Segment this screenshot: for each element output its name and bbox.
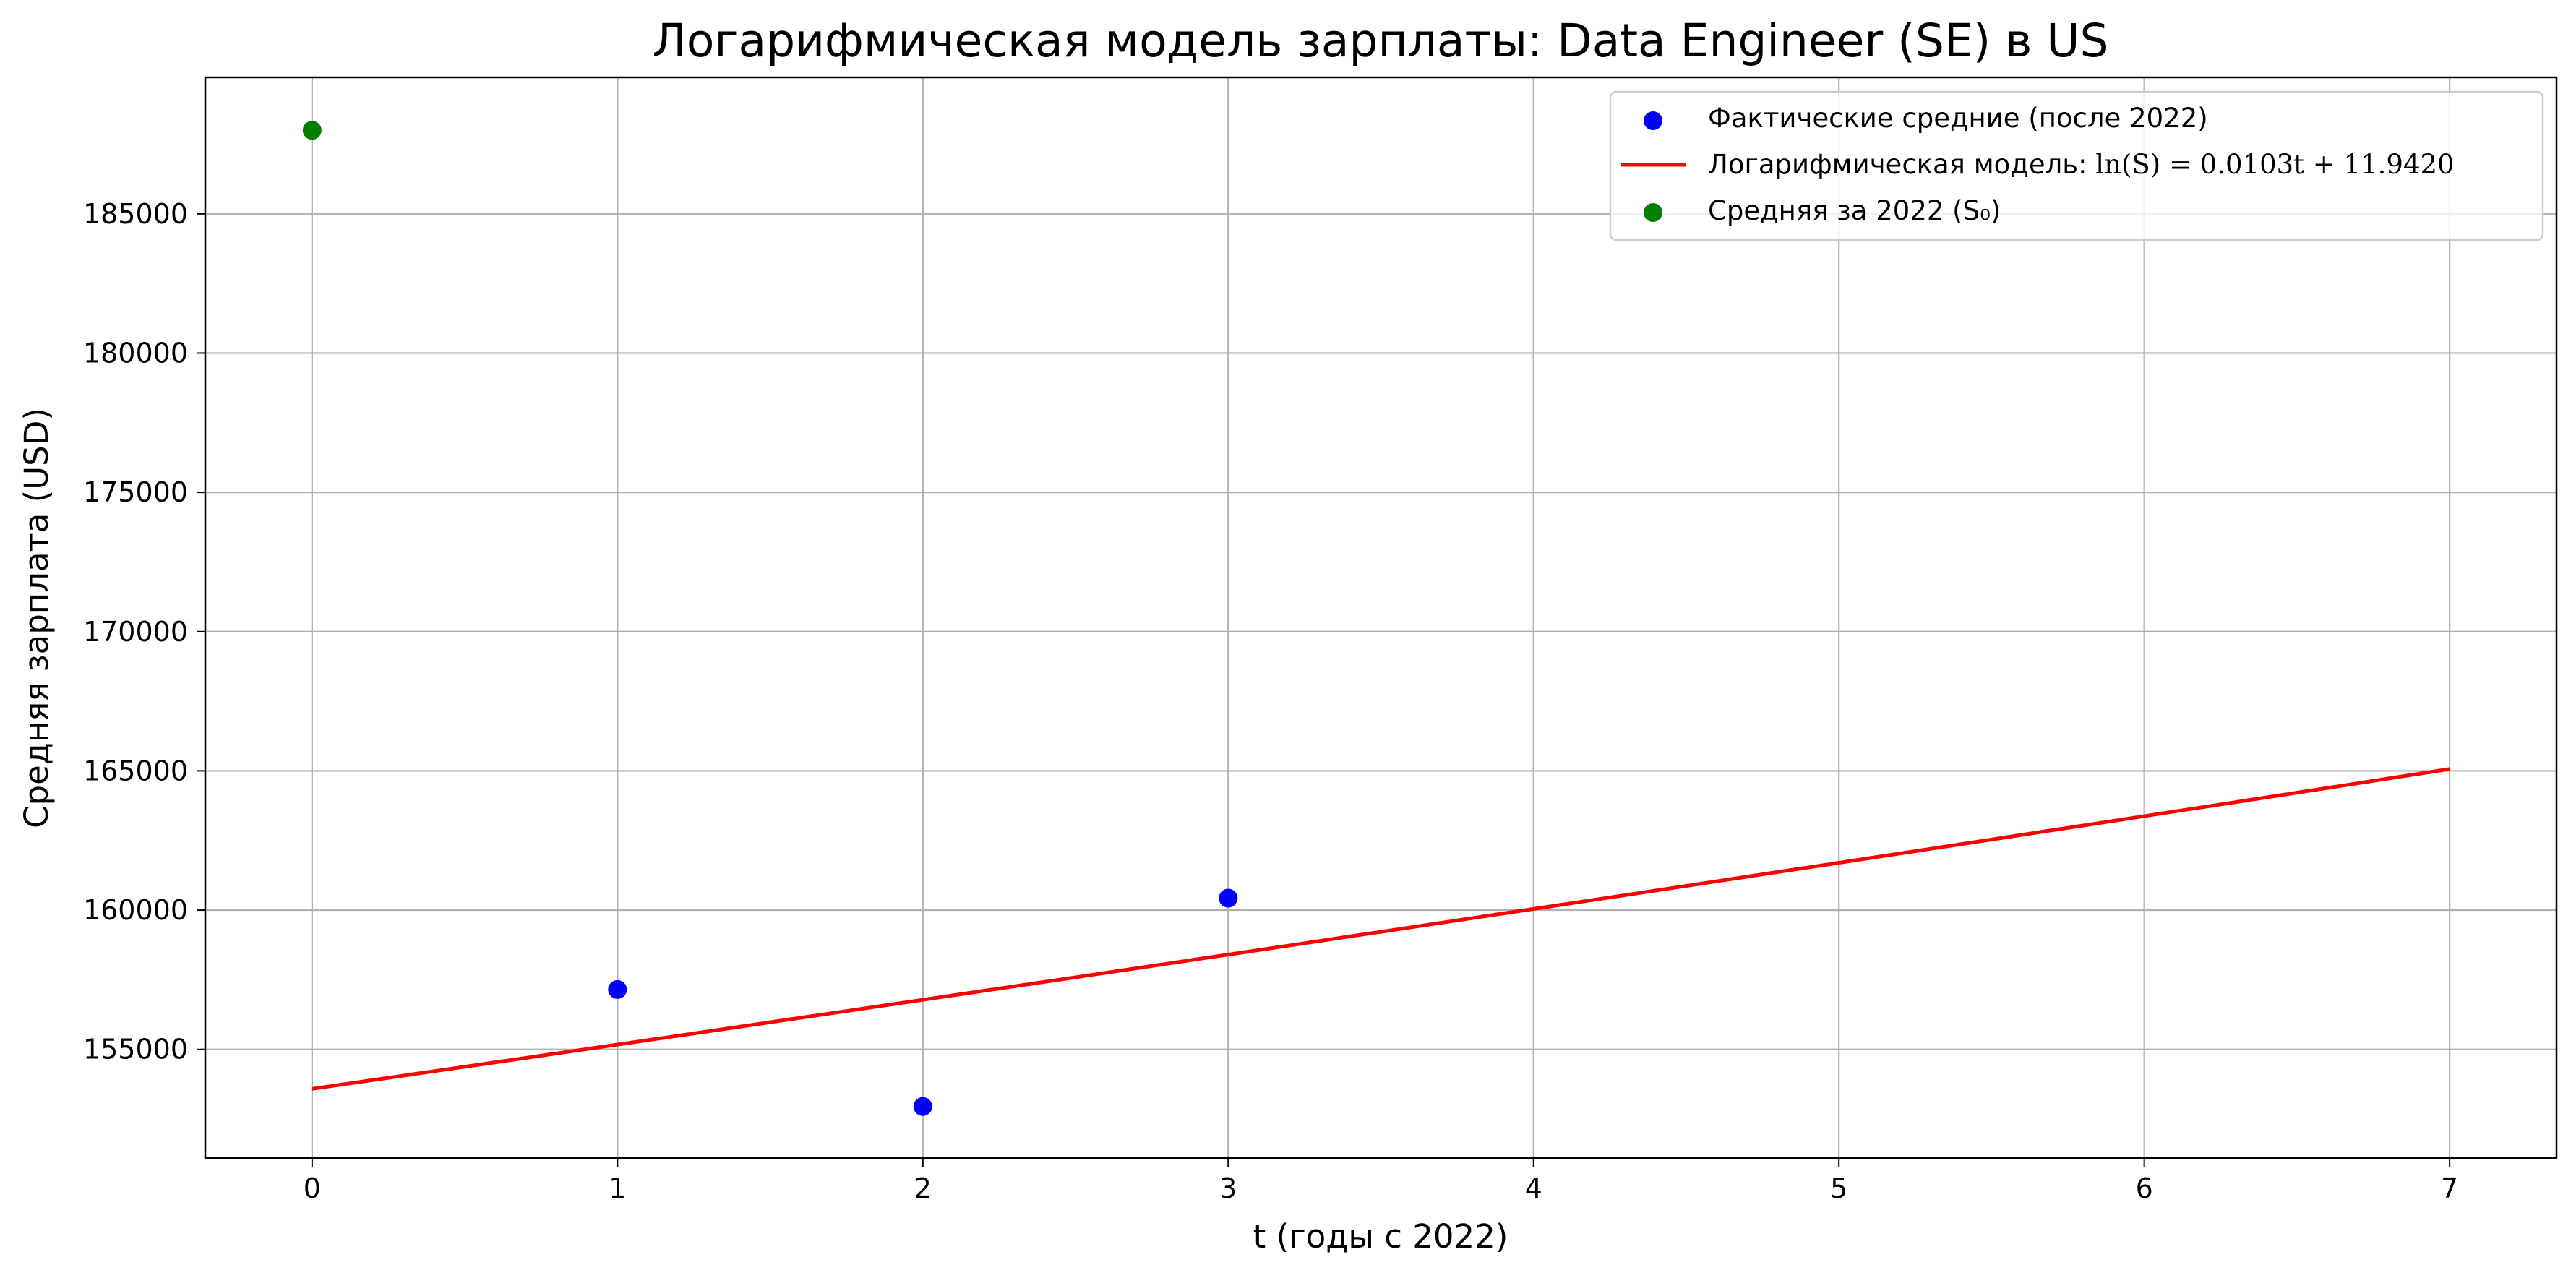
y-axis-label: Средняя зарплата (USD) — [17, 408, 56, 828]
actual-mean-point — [913, 1097, 932, 1116]
x-tick-label: 2 — [914, 1172, 932, 1204]
y-tick-label: 160000 — [83, 894, 188, 926]
y-tick-label: 155000 — [83, 1034, 188, 1065]
legend-label-model: Логарифмическая модель: ln(S) = 0.0103t … — [1708, 149, 2455, 180]
x-tick-label: 1 — [609, 1172, 626, 1204]
x-tick-label: 6 — [2136, 1172, 2153, 1204]
plot-frame — [204, 76, 2558, 1159]
actual-mean-point — [1219, 888, 1238, 908]
plot-series — [302, 121, 2450, 1116]
actual-mean-point — [608, 979, 627, 999]
axis-ticks: 0 1 2 3 4 5 6 7 155000 160000 165000 170000 175000 18… — [83, 198, 2458, 1204]
x-tick-label: 5 — [1830, 1172, 1847, 1204]
legend-box — [1609, 90, 2544, 241]
y-tick-label: 165000 — [83, 755, 188, 786]
model-line — [312, 767, 2450, 1091]
x-axis-label: t (годы с 2022) — [1253, 1217, 1508, 1256]
x-tick-label: 4 — [1525, 1172, 1542, 1204]
legend-label-s0: Средняя за 2022 (S₀) — [1708, 195, 2001, 226]
legend: Фактические средние (после 2022) Логариф… — [1609, 90, 2544, 241]
x-tick-label: 7 — [2441, 1172, 2458, 1204]
y-tick-label: 175000 — [83, 476, 188, 508]
y-tick-label: 185000 — [83, 198, 188, 230]
grid — [205, 77, 2556, 1158]
x-tick-label: 3 — [1219, 1172, 1237, 1204]
legend-marker-s0 — [1644, 203, 1662, 222]
y-tick-label: 170000 — [83, 616, 188, 648]
x-tick-label: 0 — [304, 1172, 321, 1204]
s0-point — [302, 121, 322, 140]
chart-title: Логарифмическая модель зарплаты: Data En… — [652, 14, 2108, 67]
y-tick-label: 180000 — [83, 337, 188, 369]
legend-label-actual: Фактические средние (после 2022) — [1708, 103, 2208, 134]
legend-marker-actual — [1644, 111, 1662, 130]
